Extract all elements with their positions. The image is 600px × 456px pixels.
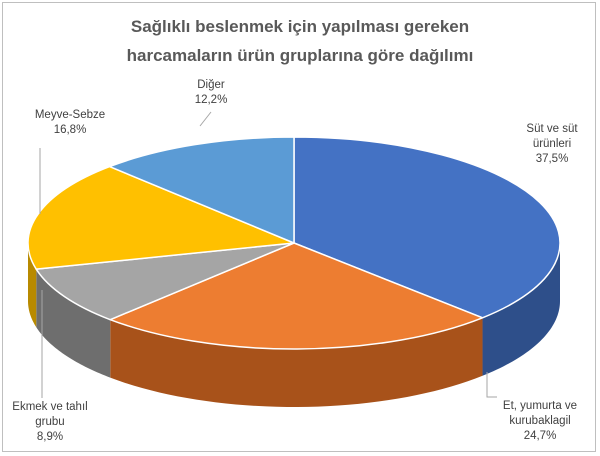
slice-label-meyve: Meyve-Sebze [35,109,105,121]
slice-diger [108,136,295,244]
slice-label-et: Et, yumurta ve [503,400,577,412]
slice-label-diger: Diğer [197,79,225,91]
slice-value-ekmek: 8,9% [37,431,63,443]
pie-sides [28,243,560,407]
slice-value-et: 24,7% [524,430,557,442]
pie-slices [27,136,561,350]
slice-label-ekmek: Ekmek ve tahıl [12,401,87,413]
chart-title-line-2: harcamaların ürün gruplarına göre dağılı… [126,46,474,65]
slice-label-sut: ürünleri [533,138,571,150]
slice-value-sut: 37,5% [536,153,569,165]
slice-et [109,242,484,350]
slice-labels: Süt ve süt ürünleri 37,5% Et, yumurta ve kur… [12,79,578,443]
slice-value-meyve: 16,8% [54,124,87,136]
leader-lines [39,111,497,398]
slice-side-sut [482,243,560,376]
slice-ekmek [35,242,295,321]
leader-line-et [486,372,497,398]
slice-side-meyve [28,243,37,328]
chart-title-line-1: Sağlıklı beslenmek için yapılması gereke… [130,17,470,36]
slice-sut [293,136,561,319]
slice-meyve [27,165,295,270]
leader-line-diger [199,111,212,127]
slice-label-sut: Süt ve süt [526,123,578,135]
slice-value-diger: 12,2% [195,94,228,106]
slice-label-ekmek: grubu [35,416,64,428]
slice-side-et [110,317,483,407]
slice-side-ekmek [36,269,111,378]
slice-label-et: kurubaklagil [509,415,570,427]
